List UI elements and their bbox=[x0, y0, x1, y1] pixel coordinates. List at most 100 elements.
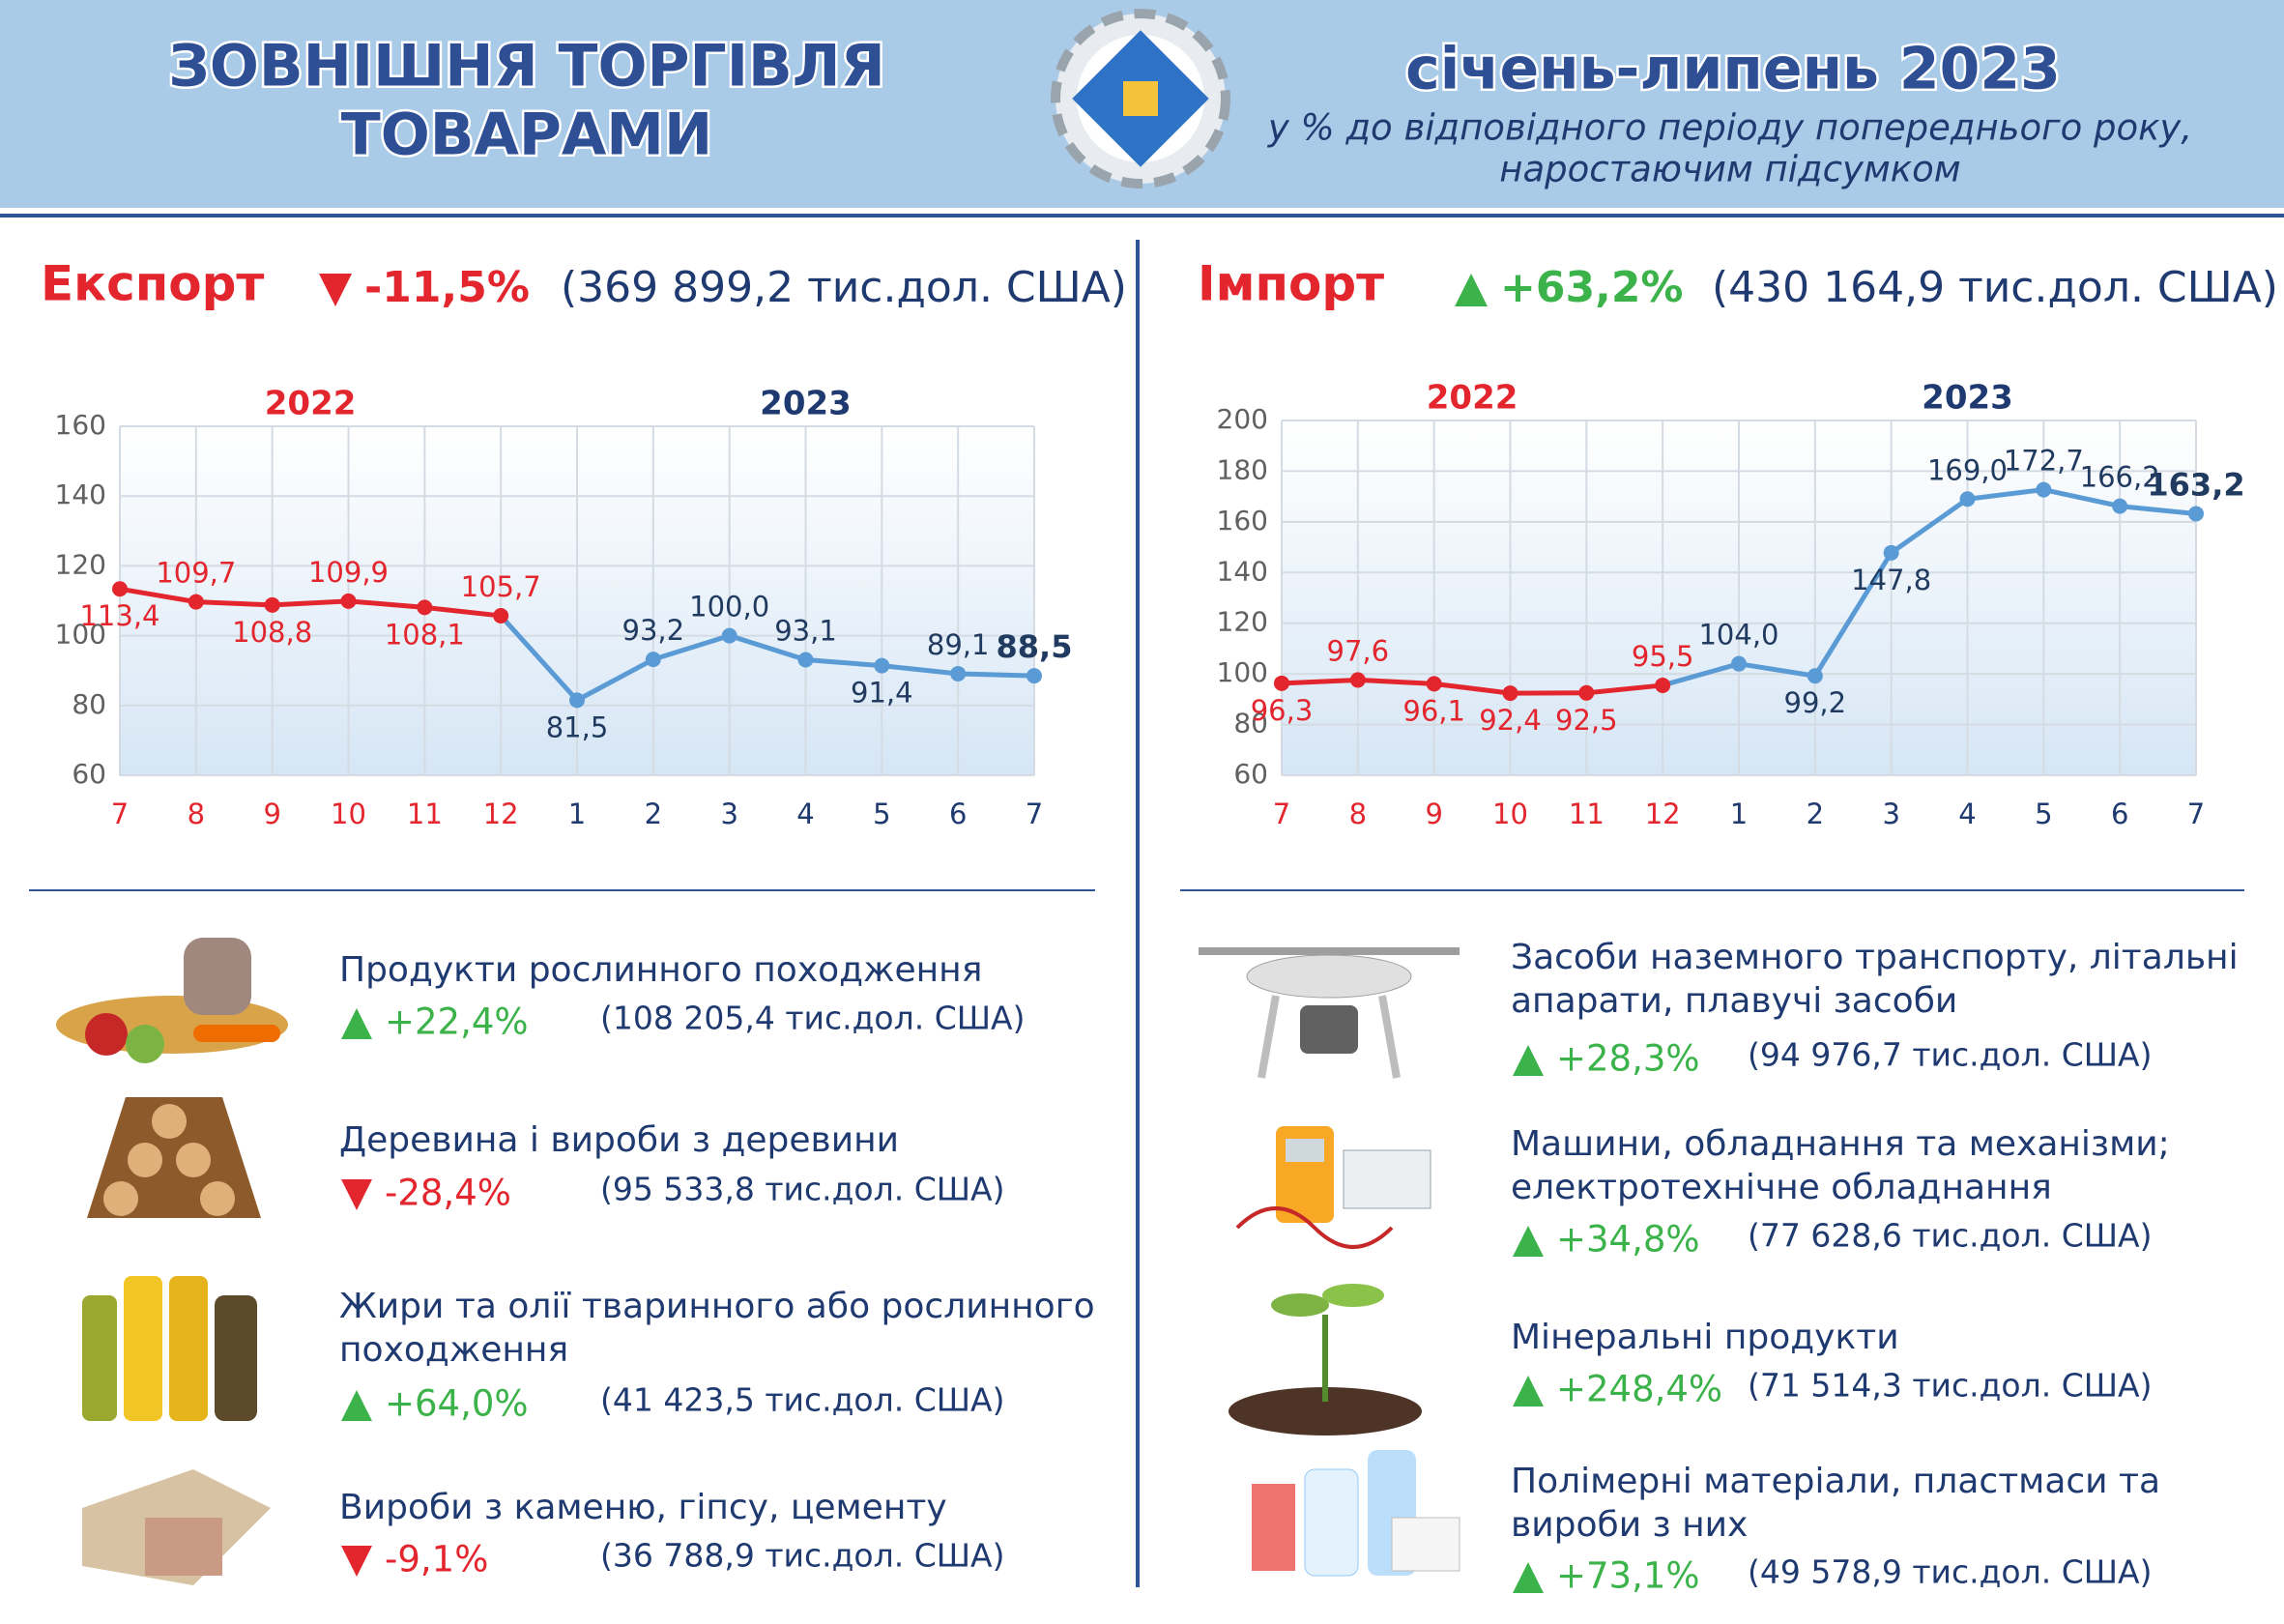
item-amount: (36 788,9 тис.дол. США) bbox=[600, 1537, 1004, 1575]
item-name: апарати, плавучі засоби bbox=[1511, 981, 1957, 1021]
data-point bbox=[569, 692, 585, 709]
x-tick-label: 7 bbox=[2187, 798, 2205, 830]
data-point bbox=[1731, 655, 1747, 672]
y-tick-label: 140 bbox=[1217, 555, 1268, 587]
item-change: +22,4% bbox=[385, 1001, 529, 1043]
data-point bbox=[2112, 498, 2128, 514]
value-label: 88,5 bbox=[997, 628, 1073, 665]
x-tick-label: 11 bbox=[407, 798, 443, 830]
value-label: 81,5 bbox=[546, 710, 609, 743]
value-label: 99,2 bbox=[1784, 686, 1847, 719]
data-point bbox=[645, 652, 661, 668]
value-label: 109,9 bbox=[308, 556, 389, 589]
item-name: Засоби наземного транспорту, літальні bbox=[1511, 938, 2239, 977]
item-amount: (95 533,8 тис.дол. США) bbox=[600, 1171, 1004, 1208]
trend-arrow bbox=[319, 274, 352, 306]
x-tick-label: 7 bbox=[111, 798, 129, 830]
y-tick-label: 80 bbox=[72, 688, 106, 720]
data-point bbox=[2188, 506, 2204, 522]
value-label: 97,6 bbox=[1327, 634, 1390, 667]
value-label: 108,8 bbox=[232, 616, 312, 649]
data-point bbox=[1349, 672, 1366, 688]
data-point bbox=[112, 581, 128, 597]
item-name: вироби з них bbox=[1511, 1505, 1748, 1545]
trend-arrow bbox=[341, 1179, 372, 1210]
data-point bbox=[1426, 676, 1442, 692]
x-tick-label: 2 bbox=[645, 798, 662, 830]
y-tick-label: 100 bbox=[1217, 656, 1268, 688]
year-label: 2023 bbox=[760, 385, 852, 423]
y-tick-label: 120 bbox=[55, 548, 106, 580]
data-point bbox=[340, 593, 357, 609]
icon-oil bbox=[82, 1276, 257, 1421]
value-label: 93,1 bbox=[774, 615, 837, 648]
period: січень-липень 2023 bbox=[1405, 36, 2061, 103]
value-label: 105,7 bbox=[461, 570, 541, 603]
x-tick-label: 1 bbox=[1730, 798, 1748, 830]
data-point bbox=[1578, 684, 1595, 701]
value-label: 92,5 bbox=[1555, 704, 1618, 737]
value-label: 169,0 bbox=[1927, 453, 2008, 486]
y-tick-label: 180 bbox=[1217, 453, 1268, 485]
item-change: +28,3% bbox=[1556, 1038, 1700, 1080]
value-label: 104,0 bbox=[1698, 619, 1778, 652]
data-point bbox=[1883, 544, 1899, 561]
item-name: Жири та олії тваринного або рослинного bbox=[339, 1287, 1095, 1326]
value-label: 92,4 bbox=[1479, 704, 1542, 737]
item-change: +64,0% bbox=[385, 1383, 529, 1425]
title-line: ЗОВНІШНЯ ТОРГІВЛЯ bbox=[168, 33, 885, 101]
x-tick-label: 10 bbox=[1492, 798, 1528, 830]
data-point bbox=[188, 594, 204, 610]
value-label: 89,1 bbox=[927, 628, 990, 661]
x-tick-label: 5 bbox=[2035, 798, 2052, 830]
x-tick-label: 9 bbox=[1425, 798, 1442, 830]
data-point bbox=[264, 596, 280, 613]
item-amount: (49 578,9 тис.дол. США) bbox=[1748, 1553, 2152, 1591]
data-point bbox=[874, 657, 890, 674]
value-label: 163,2 bbox=[2147, 466, 2244, 503]
x-tick-label: 6 bbox=[2111, 798, 2128, 830]
item-name: Продукти рослинного походження bbox=[339, 950, 982, 990]
data-point bbox=[417, 599, 433, 616]
icon-plant bbox=[1229, 1284, 1422, 1436]
section-title: Експорт bbox=[41, 256, 264, 312]
item-amount: (94 976,7 тис.дол. США) bbox=[1748, 1036, 2152, 1074]
value-label: 95,5 bbox=[1632, 640, 1694, 673]
item-name: Мінеральні продукти bbox=[1511, 1318, 1899, 1357]
x-tick-label: 7 bbox=[1273, 798, 1290, 830]
year-label: 2022 bbox=[1427, 379, 1518, 418]
value-label: 172,7 bbox=[2004, 445, 2084, 478]
value-label: 96,1 bbox=[1402, 694, 1465, 727]
item-name: Вироби з каменю, гіпсу, цементу bbox=[339, 1488, 947, 1527]
trend-arrow bbox=[1513, 1562, 1544, 1593]
series-line bbox=[119, 586, 502, 619]
y-tick-label: 200 bbox=[1217, 403, 1268, 435]
item-name: походження bbox=[339, 1330, 568, 1370]
x-tick-label: 6 bbox=[949, 798, 967, 830]
x-tick-label: 3 bbox=[1882, 798, 1899, 830]
data-point bbox=[493, 608, 509, 624]
item-amount: (71 514,3 тис.дол. США) bbox=[1748, 1367, 2152, 1405]
series-line bbox=[1281, 677, 1663, 696]
item-change: +73,1% bbox=[1556, 1555, 1700, 1597]
item-change: -9,1% bbox=[385, 1539, 488, 1580]
data-point bbox=[1959, 491, 1976, 508]
x-tick-label: 4 bbox=[796, 798, 814, 830]
section-title: Імпорт bbox=[1198, 256, 1384, 312]
data-point bbox=[1026, 668, 1042, 684]
section-change: +63,2% bbox=[1500, 263, 1684, 312]
trend-arrow bbox=[341, 1390, 372, 1421]
x-tick-label: 1 bbox=[568, 798, 586, 830]
icon-cement bbox=[82, 1469, 271, 1585]
connector bbox=[499, 614, 579, 703]
x-tick-label: 8 bbox=[188, 798, 205, 830]
value-label: 96,3 bbox=[1251, 694, 1314, 727]
data-point bbox=[1274, 675, 1289, 691]
item-amount: (108 205,4 тис.дол. США) bbox=[600, 1000, 1025, 1037]
title-line: ТОВАРАМИ bbox=[341, 102, 712, 169]
x-tick-label: 5 bbox=[873, 798, 890, 830]
item-change: +34,8% bbox=[1556, 1219, 1700, 1261]
x-tick-label: 11 bbox=[1569, 798, 1605, 830]
x-tick-label: 12 bbox=[483, 798, 519, 830]
